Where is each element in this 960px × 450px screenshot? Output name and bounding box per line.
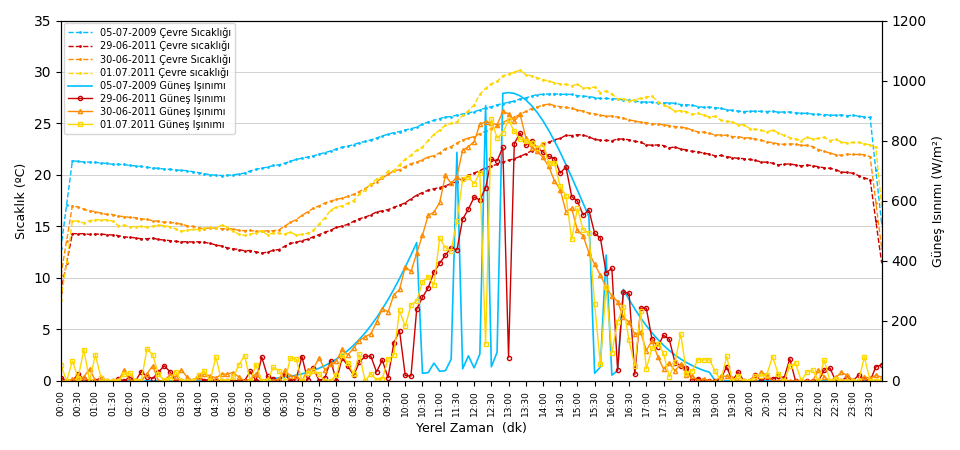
- 29-06-2011 Çevre sıcaklığı: [571, 132, 583, 137]
- 05-07-2009 Çevre Sıcaklığı: [876, 220, 887, 226]
- 30-06-2011 Güneş Işınımı: [176, 367, 187, 373]
- 29-06-2011 Çevre sıcaklığı: [721, 154, 732, 159]
- 30-06-2011 Çevre Sıcaklığı: [112, 213, 124, 219]
- 05-07-2009 Çevre Sıcaklığı: [732, 108, 744, 114]
- 05-07-2009 Güneş Işınımı: [55, 378, 66, 383]
- 01.07.2011 Çevre sıcaklığı: [646, 94, 658, 99]
- 30-06-2011 Çevre Sıcaklığı: [732, 134, 744, 140]
- 01.07.2011 Güneş Işınımı: [876, 378, 887, 383]
- 05-07-2009 Çevre Sıcaklığı: [549, 91, 561, 96]
- 30-06-2011 Çevre Sıcaklığı: [543, 101, 555, 107]
- 05-07-2009 Güneş Işınımı: [721, 378, 732, 383]
- 01.07.2011 Güneş Işınımı: [181, 378, 193, 383]
- 01.07.2011 Güneş Işınımı: [486, 117, 497, 122]
- 30-06-2011 Güneş Işınımı: [55, 378, 66, 383]
- X-axis label: Yerel Zaman  (dk): Yerel Zaman (dk): [416, 422, 527, 435]
- 29-06-2011 Güneş Işınımı: [313, 378, 324, 383]
- 29-06-2011 Güneş Işınımı: [55, 375, 66, 381]
- 29-06-2011 Güneş Işınımı: [738, 378, 750, 383]
- 01.07.2011 Güneş Işınımı: [118, 372, 130, 377]
- 29-06-2011 Çevre sıcaklığı: [732, 156, 744, 161]
- 30-06-2011 Çevre Sıcaklığı: [876, 245, 887, 251]
- 01.07.2011 Güneş Işınımı: [313, 371, 324, 377]
- 29-06-2011 Çevre sıcaklığı: [646, 143, 658, 148]
- 29-06-2011 Güneş Işınımı: [118, 378, 130, 383]
- 30-06-2011 Çevre Sıcaklığı: [176, 221, 187, 227]
- 30-06-2011 Güneş Işınımı: [721, 374, 732, 379]
- 05-07-2009 Güneş Işınımı: [112, 378, 124, 383]
- 29-06-2011 Güneş Işınımı: [727, 378, 738, 383]
- 30-06-2011 Güneş Işınımı: [307, 366, 319, 371]
- 29-06-2011 Çevre sıcaklığı: [876, 260, 887, 265]
- 05-07-2009 Güneş Işınımı: [646, 330, 658, 336]
- 30-06-2011 Çevre Sıcaklığı: [646, 122, 658, 127]
- Line: 05-07-2009 Çevre Sıcaklığı: 05-07-2009 Çevre Sıcaklığı: [60, 92, 883, 250]
- Y-axis label: Güneş Isınımı (W/m²): Güneş Isınımı (W/m²): [932, 135, 945, 266]
- 30-06-2011 Çevre Sıcaklığı: [55, 273, 66, 278]
- Line: 30-06-2011 Güneş Işınımı: 30-06-2011 Güneş Işınımı: [59, 109, 884, 383]
- 05-07-2009 Çevre Sıcaklığı: [176, 167, 187, 173]
- 05-07-2009 Güneş Işınımı: [876, 378, 887, 383]
- Line: 30-06-2011 Çevre Sıcaklığı: 30-06-2011 Çevre Sıcaklığı: [60, 103, 883, 277]
- 01.07.2011 Güneş Işınımı: [60, 378, 72, 383]
- 01.07.2011 Güneş Işınımı: [727, 378, 738, 383]
- 05-07-2009 Çevre Sıcaklığı: [307, 153, 319, 158]
- 01.07.2011 Çevre sıcaklığı: [732, 122, 744, 128]
- 29-06-2011 Güneş Işınımı: [876, 362, 887, 367]
- 30-06-2011 Güneş Işınımı: [876, 374, 887, 380]
- 29-06-2011 Çevre sıcaklığı: [55, 289, 66, 295]
- 30-06-2011 Güneş Işınımı: [646, 338, 658, 343]
- 01.07.2011 Güneş Işınımı: [55, 362, 66, 368]
- Y-axis label: Sıcaklık (ºC): Sıcaklık (ºC): [15, 162, 28, 239]
- 05-07-2009 Çevre Sıcaklığı: [721, 107, 732, 112]
- 30-06-2011 Çevre Sıcaklığı: [307, 206, 319, 211]
- 01.07.2011 Çevre sıcaklığı: [55, 297, 66, 302]
- 05-07-2009 Güneş Işınımı: [732, 378, 744, 383]
- 01.07.2011 Çevre sıcaklığı: [721, 119, 732, 124]
- 01.07.2011 Çevre sıcaklığı: [176, 229, 187, 234]
- 01.07.2011 Çevre sıcaklığı: [307, 228, 319, 233]
- 30-06-2011 Güneş Işınımı: [732, 378, 744, 383]
- 01.07.2011 Çevre sıcaklığı: [515, 68, 526, 73]
- 29-06-2011 Çevre sıcaklığı: [112, 233, 124, 238]
- 05-07-2009 Güneş Işınımı: [307, 368, 319, 373]
- 30-06-2011 Güneş Işınımı: [112, 378, 124, 383]
- 01.07.2011 Çevre sıcaklığı: [112, 223, 124, 228]
- 01.07.2011 Güneş Işınımı: [738, 378, 750, 383]
- Line: 05-07-2009 Güneş Işınımı: 05-07-2009 Güneş Işınımı: [60, 93, 881, 381]
- 05-07-2009 Çevre Sıcaklığı: [55, 246, 66, 251]
- Line: 29-06-2011 Güneş Işınımı: 29-06-2011 Güneş Işınımı: [59, 131, 884, 383]
- 01.07.2011 Güneş Işınımı: [652, 341, 663, 346]
- 29-06-2011 Çevre sıcaklığı: [307, 234, 319, 239]
- 05-07-2009 Güneş Işınımı: [176, 378, 187, 383]
- Legend: 05-07-2009 Çevre Sıcaklığı, 29-06-2011 Çevre sıcaklığı, 30-06-2011 Çevre Sıcaklı: 05-07-2009 Çevre Sıcaklığı, 29-06-2011 Ç…: [63, 23, 235, 134]
- 30-06-2011 Güneş Işınımı: [497, 109, 509, 114]
- Line: 29-06-2011 Çevre sıcaklığı: 29-06-2011 Çevre sıcaklığı: [60, 133, 883, 293]
- 05-07-2009 Çevre Sıcaklığı: [112, 162, 124, 167]
- 29-06-2011 Çevre sıcaklığı: [176, 239, 187, 245]
- 29-06-2011 Güneş Işınımı: [652, 344, 663, 349]
- 05-07-2009 Çevre Sıcaklığı: [646, 99, 658, 105]
- 29-06-2011 Güneş Işınımı: [515, 130, 526, 136]
- Line: 01.07.2011 Güneş Işınımı: 01.07.2011 Güneş Işınımı: [59, 117, 884, 383]
- Line: 01.07.2011 Çevre sıcaklığı: 01.07.2011 Çevre sıcaklığı: [60, 69, 883, 301]
- 05-07-2009 Güneş Işınımı: [503, 90, 515, 95]
- 01.07.2011 Çevre sıcaklığı: [876, 203, 887, 209]
- 29-06-2011 Güneş Işınımı: [181, 378, 193, 383]
- 30-06-2011 Çevre Sıcaklığı: [721, 133, 732, 138]
- 29-06-2011 Güneş Işınımı: [60, 378, 72, 383]
